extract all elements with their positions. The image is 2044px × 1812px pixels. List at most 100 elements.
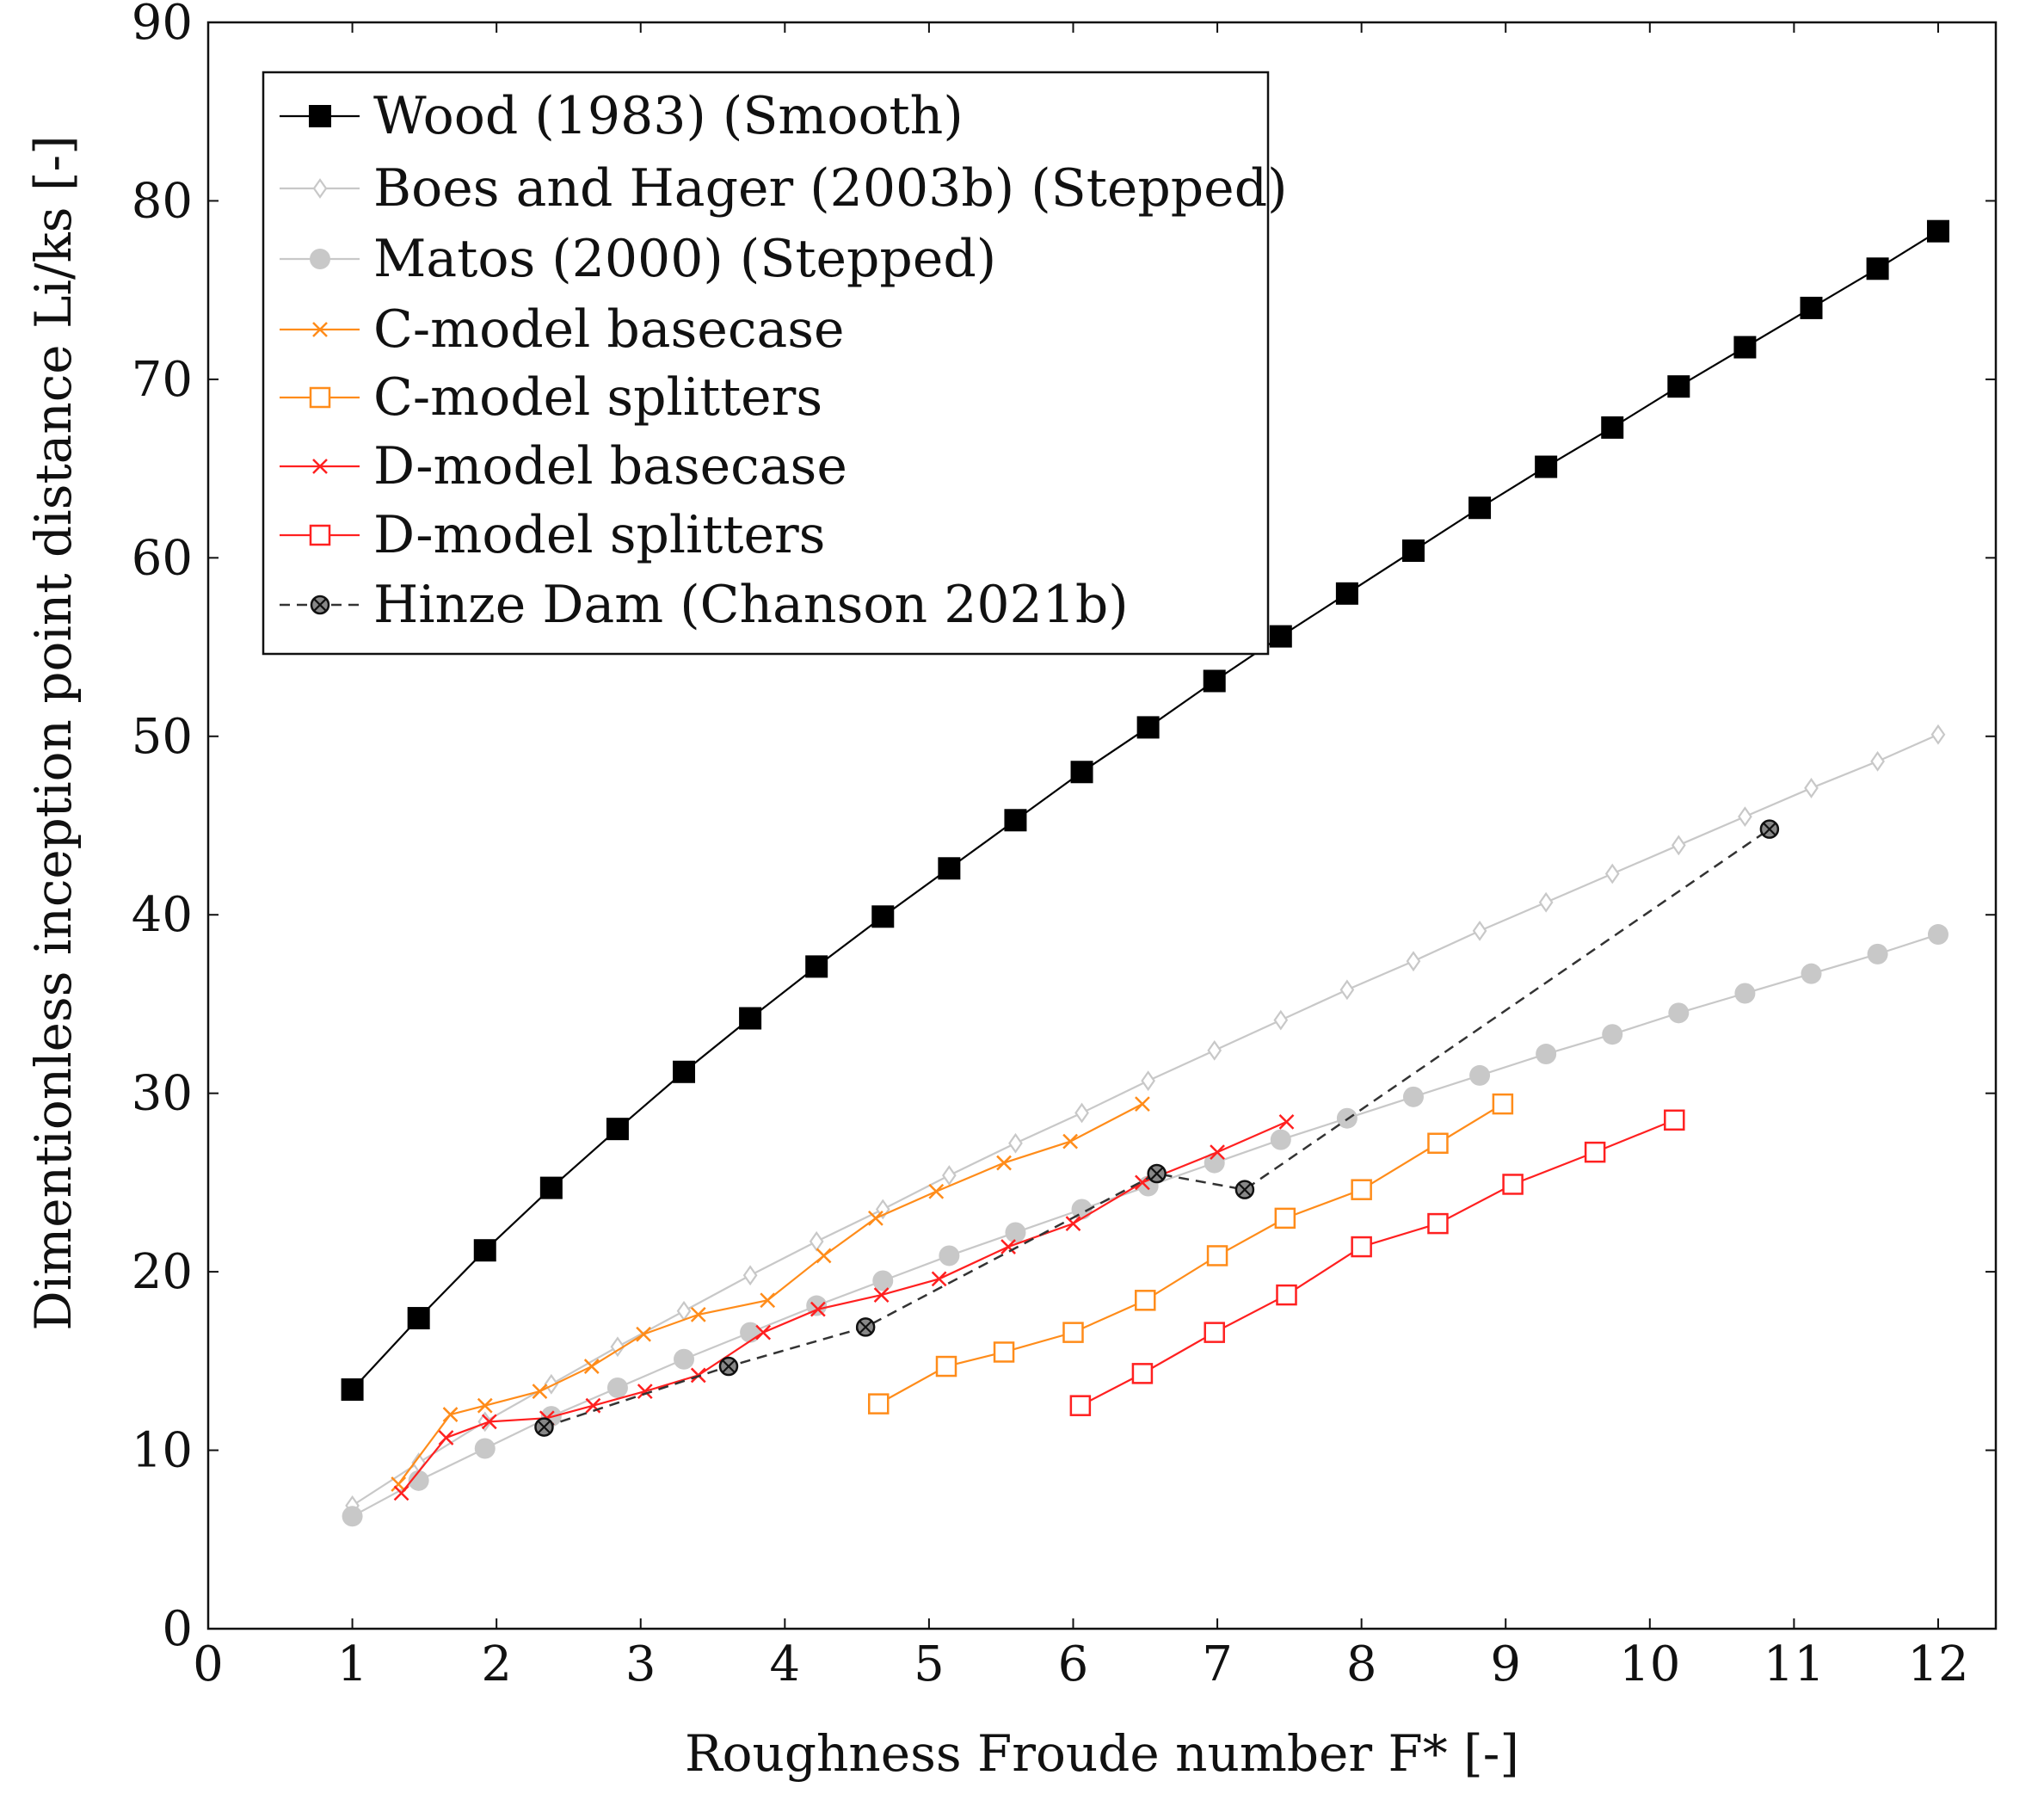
data-point-wood-1983-smooth-18: [1535, 455, 1558, 478]
x-tick-label-12: 12: [1907, 1636, 1968, 1692]
x-tick-label-11: 11: [1764, 1636, 1825, 1692]
data-point-c-model-basecase-8: [816, 1248, 832, 1264]
y-tick-label-10: 10: [132, 1423, 193, 1479]
data-point-boes-and-hager-2003b-stepped-16: [1406, 951, 1421, 972]
data-point-wood-1983-smooth-20: [1667, 375, 1690, 398]
series-line-hinze-dam-chanson-2021b: [544, 828, 1770, 1428]
data-point-boes-and-hager-2003b-stepped-17: [1472, 920, 1487, 941]
data-point-matos-2000-stepped-9: [939, 1245, 960, 1267]
x-tick-label-5: 5: [914, 1636, 945, 1692]
data-point-boes-and-hager-2003b-stepped-21: [1738, 806, 1752, 828]
x-tick-label-10: 10: [1619, 1636, 1680, 1692]
series-d-model-splitters: [1069, 1109, 1685, 1416]
data-point-c-model-basecase-9: [868, 1210, 883, 1226]
data-point-d-model-splitters-8: [1664, 1109, 1685, 1131]
data-point-c-model-basecase-13: [1135, 1096, 1150, 1112]
data-point-matos-2000-stepped-21: [1734, 983, 1756, 1004]
data-point-boes-and-hager-2003b-stepped-14: [1273, 1009, 1289, 1031]
x-tick-label-0: 0: [193, 1636, 224, 1692]
data-point-matos-2000-stepped-19: [1602, 1024, 1623, 1045]
data-point-wood-1983-smooth-22: [1800, 296, 1823, 319]
legend-entry-d-model-splitters: D-model splitters: [280, 505, 825, 565]
data-point-boes-and-hager-2003b-stepped-2: [477, 1411, 493, 1433]
series-layer: [341, 219, 1949, 1527]
plot-frame: [206, 21, 1998, 1630]
x-tick-label-3: 3: [625, 1636, 656, 1692]
x-tick-label-9: 9: [1490, 1636, 1521, 1692]
series-c-model-basecase: [391, 1096, 1150, 1492]
data-point-c-model-basecase-0: [391, 1476, 407, 1492]
data-point-matos-2000-stepped-20: [1668, 1002, 1690, 1024]
data-point-wood-1983-smooth-14: [1269, 625, 1292, 648]
data-point-wood-1983-smooth-10: [1004, 809, 1027, 832]
legend-entry-wood-1983-smooth: Wood (1983) (Smooth): [280, 86, 964, 146]
data-point-wood-1983-smooth-7: [805, 955, 828, 978]
series-line-d-model-basecase: [400, 1120, 1287, 1495]
legend-label-hinze-dam-chanson-2021b: Hinze Dam (Chanson 2021b): [373, 575, 1129, 635]
series-wood-1983-smooth: [341, 219, 1949, 1402]
data-point-wood-1983-smooth-4: [606, 1118, 629, 1141]
data-point-matos-2000-stepped-1: [408, 1470, 429, 1491]
legend-label-d-model-splitters: D-model splitters: [373, 505, 825, 565]
series-c-model-splitters: [868, 1093, 1514, 1414]
data-point-wood-1983-smooth-13: [1203, 669, 1226, 693]
legend-label-matos-2000-stepped: Matos (2000) (Stepped): [373, 229, 996, 289]
data-point-c-model-basecase-10: [928, 1183, 945, 1199]
y-tick-label-20: 20: [132, 1244, 193, 1300]
x-tick-label-7: 7: [1202, 1636, 1233, 1692]
y-tick-label-90: 90: [132, 0, 193, 51]
data-point-boes-and-hager-2003b-stepped-19: [1604, 863, 1620, 884]
data-point-matos-2000-stepped-17: [1469, 1064, 1491, 1086]
legend-marker-matos-2000-stepped: [310, 249, 330, 269]
data-point-d-model-splitters-4: [1351, 1236, 1372, 1258]
data-point-boes-and-hager-2003b-stepped-7: [809, 1230, 824, 1252]
data-point-hinze-dam-chanson-2021b-5-cross: [1763, 822, 1776, 836]
legend-entry-matos-2000-stepped: Matos (2000) (Stepped): [280, 229, 996, 289]
data-point-d-model-basecase-12: [1065, 1216, 1081, 1231]
data-point-matos-2000-stepped-7: [806, 1295, 828, 1316]
data-point-wood-1983-smooth-5: [673, 1060, 696, 1083]
data-point-d-model-basecase-5: [637, 1384, 653, 1399]
data-point-wood-1983-smooth-19: [1601, 416, 1624, 439]
data-point-boes-and-hager-2003b-stepped-4: [610, 1336, 625, 1358]
data-point-d-model-basecase-7: [755, 1324, 772, 1341]
data-point-boes-and-hager-2003b-stepped-12: [1141, 1070, 1155, 1092]
data-point-boes-and-hager-2003b-stepped-24: [1930, 724, 1946, 745]
data-point-matos-2000-stepped-13: [1204, 1152, 1225, 1174]
data-point-boes-and-hager-2003b-stepped-18: [1538, 891, 1554, 913]
data-point-c-model-basecase-2: [477, 1397, 493, 1414]
data-point-wood-1983-smooth-2: [473, 1239, 496, 1262]
data-point-wood-1983-smooth-11: [1070, 761, 1093, 784]
y-tick-label-80: 80: [132, 173, 193, 229]
data-point-d-model-splitters-3: [1276, 1284, 1297, 1306]
data-point-wood-1983-smooth-24: [1926, 219, 1949, 243]
data-point-boes-and-hager-2003b-stepped-15: [1339, 979, 1355, 1001]
data-point-matos-2000-stepped-10: [1005, 1222, 1026, 1243]
x-tick-label-2: 2: [481, 1636, 512, 1692]
data-point-wood-1983-smooth-8: [871, 905, 895, 928]
data-point-d-model-splitters-7: [1584, 1141, 1606, 1163]
data-point-d-model-basecase-14: [1210, 1144, 1225, 1161]
data-point-wood-1983-smooth-12: [1136, 716, 1160, 739]
data-point-c-model-splitters-8: [1427, 1132, 1449, 1155]
data-point-hinze-dam-chanson-2021b-1-cross: [722, 1359, 736, 1373]
data-point-d-model-splitters-1: [1131, 1363, 1154, 1384]
data-point-wood-1983-smooth-1: [407, 1307, 430, 1330]
data-point-boes-and-hager-2003b-stepped-9: [942, 1165, 957, 1186]
data-point-c-model-basecase-12: [1062, 1133, 1079, 1149]
legend-box: [262, 71, 1270, 656]
y-tick-label-50: 50: [132, 709, 193, 765]
legend-entry-c-model-splitters: C-model splitters: [280, 367, 822, 428]
data-point-c-model-splitters-4: [1135, 1290, 1156, 1311]
data-point-wood-1983-smooth-16: [1401, 539, 1425, 563]
data-point-c-model-splitters-3: [1062, 1322, 1084, 1343]
x-tick-label-8: 8: [1346, 1636, 1377, 1692]
data-point-d-model-splitters-2: [1204, 1322, 1225, 1343]
data-point-d-model-basecase-11: [1000, 1239, 1016, 1254]
data-point-c-model-splitters-5: [1206, 1245, 1228, 1267]
data-point-d-model-splitters-6: [1502, 1174, 1524, 1195]
legend-label-wood-1983-smooth: Wood (1983) (Smooth): [373, 86, 964, 146]
data-point-boes-and-hager-2003b-stepped-11: [1074, 1102, 1089, 1124]
data-point-boes-and-hager-2003b-stepped-6: [742, 1265, 758, 1286]
